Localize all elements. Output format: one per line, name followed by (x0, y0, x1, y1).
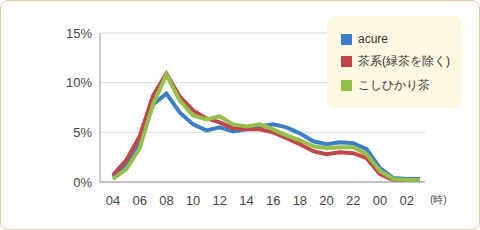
svg-text:18: 18 (293, 193, 307, 208)
svg-text:20: 20 (319, 193, 333, 208)
svg-text:06: 06 (132, 193, 146, 208)
html-text:茶系(緑茶を除く): 茶系(緑茶を除く) (358, 54, 450, 68)
svg-text:02: 02 (399, 193, 413, 208)
svg-text:10%: 10% (66, 75, 92, 90)
svg-text:00: 00 (373, 193, 387, 208)
svg-text:14: 14 (239, 193, 253, 208)
svg-text:22: 22 (346, 193, 360, 208)
svg-text:15%: 15% (66, 26, 92, 41)
svg-text:0%: 0% (73, 175, 92, 190)
svg-text:16: 16 (266, 193, 280, 208)
svg-text:5%: 5% (73, 125, 92, 140)
html-text:こしひかり茶: こしひかり茶 (358, 78, 430, 92)
svg-text:12: 12 (213, 193, 227, 208)
svg-text:04: 04 (106, 193, 120, 208)
html-text:acure: acure (358, 32, 388, 46)
svg-text:08: 08 (159, 193, 173, 208)
svg-text:10: 10 (186, 193, 200, 208)
html-text:(時): (時) (430, 194, 447, 205)
